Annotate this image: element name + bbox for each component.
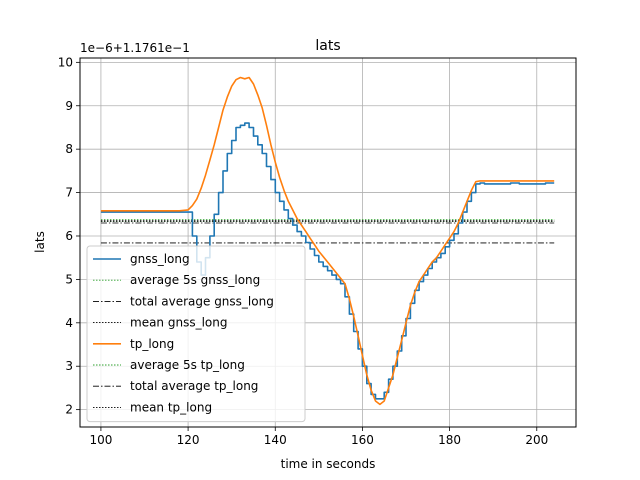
axes-frame [79, 57, 577, 428]
series-line [100, 76, 555, 406]
y-tick-label: 9 [65, 99, 73, 113]
legend-label: total average gnss_long [130, 294, 274, 308]
y-tick-label: 7 [65, 186, 73, 200]
y-tick-label: 4 [65, 316, 73, 330]
series-line [100, 122, 555, 400]
legend-label: average 5s tp_long [130, 358, 245, 372]
y-tick-label: 6 [65, 229, 73, 243]
legend-label: tp_long [130, 337, 174, 351]
y-tick-label: 3 [65, 359, 73, 373]
chart-title: lats [315, 38, 340, 54]
y-offset-text: 1e−6+1.1761e−1 [80, 41, 190, 55]
y-tick-label: 10 [58, 55, 73, 69]
series-lines [100, 76, 555, 406]
legend-label: gnss_long [130, 252, 190, 266]
x-tick-label: 100 [89, 433, 112, 447]
x-axis-label: time in seconds [281, 457, 376, 471]
y-tick-label: 2 [65, 403, 73, 417]
ticks: 100 120 140 160 180 200 2 3 4 5 6 7 8 9 10 [58, 55, 549, 447]
legend-box [86, 245, 306, 423]
x-tick-label: 120 [177, 433, 200, 447]
y-tick-label: 5 [65, 272, 73, 286]
x-tick-label: 200 [525, 433, 548, 447]
x-tick-label: 160 [351, 433, 374, 447]
legend-label: mean tp_long [130, 400, 212, 414]
y-tick-label: 8 [65, 142, 73, 156]
legend-label: average 5s gnss_long [130, 273, 260, 287]
x-tick-label: 180 [438, 433, 461, 447]
x-tick-label: 140 [264, 433, 287, 447]
reference-lines [100, 219, 555, 244]
legend-label: total average tp_long [130, 379, 258, 393]
legend-label: mean gnss_long [130, 316, 227, 330]
y-axis-label: lats [33, 231, 47, 253]
